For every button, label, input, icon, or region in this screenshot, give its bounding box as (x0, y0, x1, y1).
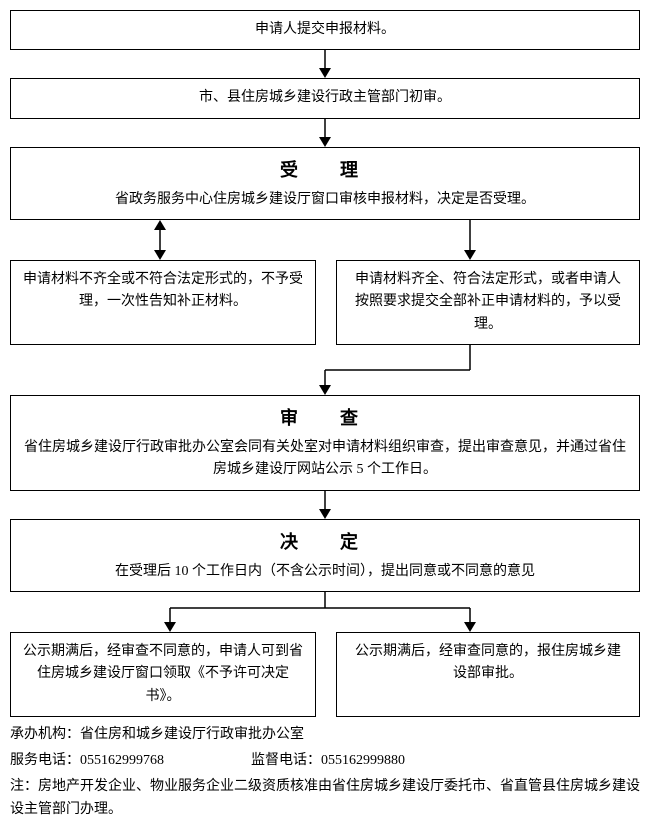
branch-reject-materials: 申请材料不齐全或不符合法定形式的，不予受理，一次性告知补正材料。 (10, 260, 316, 345)
step-submit: 申请人提交申报材料。 (10, 10, 640, 50)
branch-approve: 公示期满后，经审查同意的，报住房城乡建设部审批。 (336, 632, 640, 717)
step-prelim-review-text: 市、县住房城乡建设行政主管部门初审。 (199, 90, 451, 105)
arrow-down-icon (315, 50, 335, 78)
decision-title: 决 定 (23, 528, 627, 557)
service-phone-label: 服务电话： (10, 753, 80, 768)
arrow-down-icon (10, 345, 640, 395)
footer-phones-line: 服务电话：055162999768 监督电话：055162999880 (10, 749, 640, 773)
branch-approve-text: 公示期满后，经审查同意的，报住房城乡建设部审批。 (355, 644, 621, 681)
agency-value: 省住房和城乡建设厅行政审批办公室 (80, 727, 304, 742)
review-body: 省住房城乡建设厅行政审批办公室会同有关处室对申请材料组织审查，提出审查意见，并通… (23, 437, 627, 482)
branch-acceptance-row: 申请材料不齐全或不符合法定形式的，不予受理，一次性告知补正材料。 申请材料齐全、… (10, 260, 640, 345)
branch-deny-text: 公示期满后，经审查不同意的，申请人可到省住房城乡建设厅窗口领取《不予许可决定书》… (23, 644, 303, 704)
review-title: 审 查 (23, 404, 627, 433)
agency-label: 承办机构： (10, 727, 80, 742)
acceptance-body: 省政务服务中心住房城乡建设厅窗口审核申报材料，决定是否受理。 (23, 189, 627, 211)
footer-agency-line: 承办机构：省住房和城乡建设厅行政审批办公室 (10, 723, 640, 747)
branch-decision-row: 公示期满后，经审查不同意的，申请人可到省住房城乡建设厅窗口领取《不予许可决定书》… (10, 632, 640, 717)
t-split-arrows-icon (10, 592, 640, 632)
note-label: 注： (10, 779, 38, 794)
supervise-phone-value: 055162999880 (321, 753, 405, 768)
branch-accept-materials: 申请材料齐全、符合法定形式，或者申请人按照要求提交全部补正申请材料的，予以受理。 (336, 260, 640, 345)
step-decision: 决 定 在受理后 10 个工作日内（不含公示时间），提出同意或不同意的意见 (10, 519, 640, 592)
decision-body: 在受理后 10 个工作日内（不含公示时间），提出同意或不同意的意见 (23, 561, 627, 583)
note-value: 房地产开发企业、物业服务企业二级资质核准由省住房城乡建设厅委托市、省直管县住房城… (10, 779, 640, 818)
branch-deny: 公示期满后，经审查不同意的，申请人可到省住房城乡建设厅窗口领取《不予许可决定书》… (10, 632, 316, 717)
branch-accept-materials-text: 申请材料齐全、符合法定形式，或者申请人按照要求提交全部补正申请材料的，予以受理。 (355, 272, 621, 332)
split-arrows-icon (10, 220, 640, 260)
branch-reject-materials-text: 申请材料不齐全或不符合法定形式的，不予受理，一次性告知补正材料。 (23, 272, 303, 309)
step-submit-text: 申请人提交申报材料。 (255, 22, 395, 37)
footer-note-line: 注：房地产开发企业、物业服务企业二级资质核准由省住房城乡建设厅委托市、省直管县住… (10, 775, 640, 823)
arrow-down-icon (315, 491, 335, 519)
arrow-down-icon (315, 119, 335, 147)
step-acceptance: 受 理 省政务服务中心住房城乡建设厅窗口审核申报材料，决定是否受理。 (10, 147, 640, 220)
acceptance-title: 受 理 (23, 156, 627, 185)
service-phone-value: 055162999768 (80, 753, 164, 768)
step-prelim-review: 市、县住房城乡建设行政主管部门初审。 (10, 78, 640, 118)
step-review: 审 查 省住房城乡建设厅行政审批办公室会同有关处室对申请材料组织审查，提出审查意… (10, 395, 640, 491)
footer: 承办机构：省住房和城乡建设厅行政审批办公室 服务电话：055162999768 … (10, 723, 640, 822)
supervise-phone-label: 监督电话： (251, 753, 321, 768)
